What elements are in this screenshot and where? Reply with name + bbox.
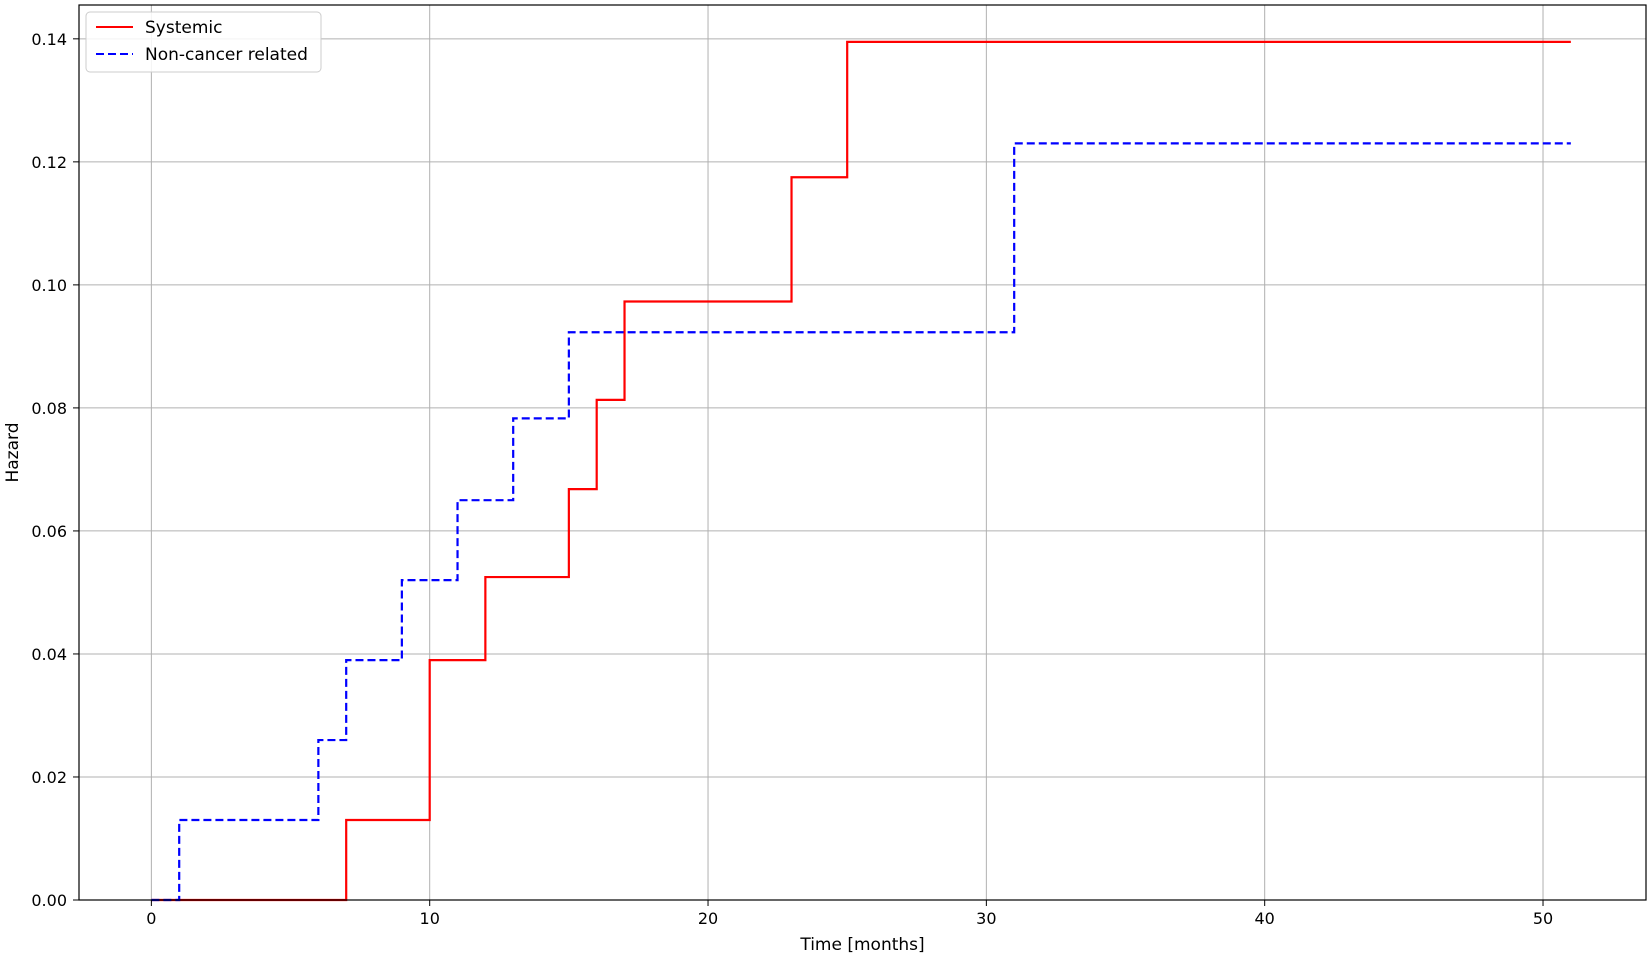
y-tick-label: 0.02 xyxy=(31,768,67,787)
legend-box xyxy=(85,11,322,73)
series-line-systemic xyxy=(151,40,1571,902)
legend-label-systemic: Systemic xyxy=(145,18,222,38)
legend-label-non-cancer-related: Non-cancer related xyxy=(145,45,308,65)
y-tick-label: 0.14 xyxy=(31,30,67,49)
y-tick-label: 0.06 xyxy=(31,522,67,541)
grid xyxy=(79,5,1646,901)
legend: Systemic Non-cancer related xyxy=(85,11,322,73)
y-tick-label: 0.08 xyxy=(31,399,67,418)
x-axis: 0 10 20 30 40 50 xyxy=(146,900,1553,928)
x-axis-label: Time [months] xyxy=(799,935,924,955)
plot-frame xyxy=(78,4,1647,901)
series-line-non-cancer-related xyxy=(151,142,1571,902)
x-tick-label: 30 xyxy=(976,909,996,928)
y-axis-label: Hazard xyxy=(3,422,23,482)
x-tick-label: 40 xyxy=(1255,909,1275,928)
y-tick-label: 0.10 xyxy=(31,276,67,295)
y-tick-label: 0.04 xyxy=(31,645,67,664)
y-tick-label: 0.12 xyxy=(31,153,67,172)
x-tick-label: 20 xyxy=(698,909,718,928)
series-layer xyxy=(151,40,1571,902)
x-tick-label: 10 xyxy=(420,909,440,928)
x-tick-label: 0 xyxy=(146,909,156,928)
y-tick-label: 0.00 xyxy=(31,891,67,910)
x-tick-label: 50 xyxy=(1533,909,1553,928)
y-axis: 0.00 0.02 0.04 0.06 0.08 0.10 0.12 0.14 xyxy=(31,30,79,910)
